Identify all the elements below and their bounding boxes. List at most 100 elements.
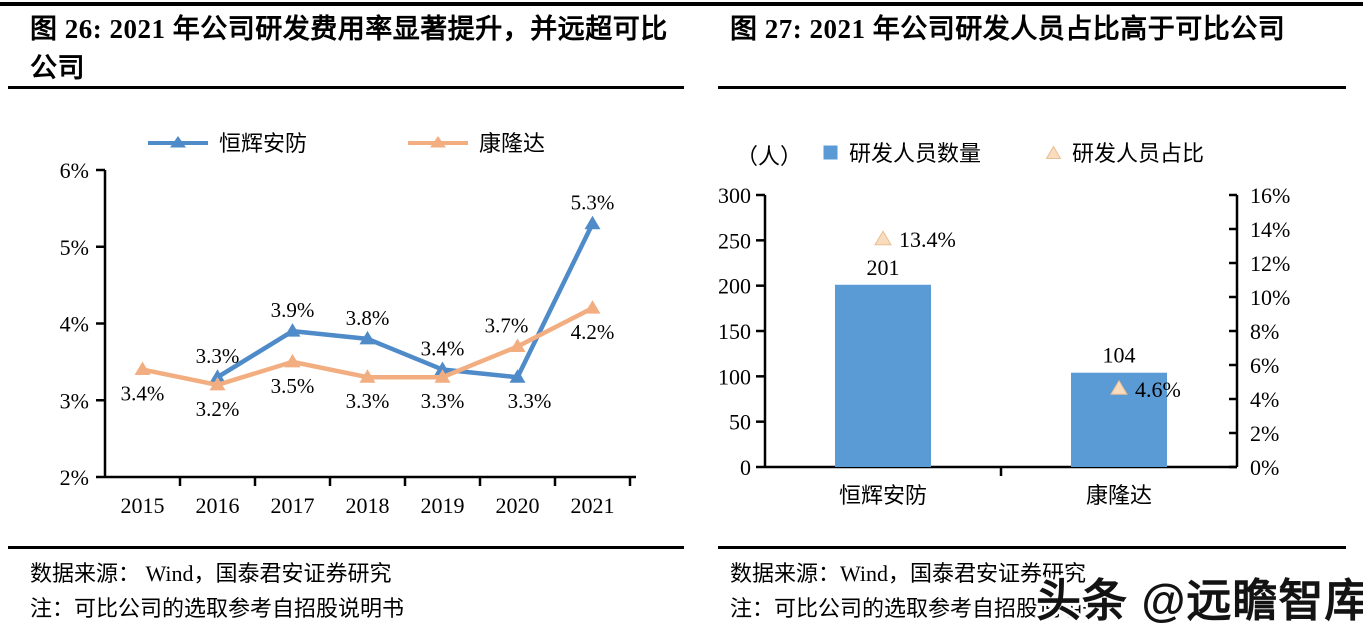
line-chart-legend: 恒辉安防 康隆达	[8, 126, 684, 158]
pct-value-label: 13.4%	[899, 227, 956, 252]
line-series	[209, 215, 601, 383]
svg-text:250: 250	[718, 228, 751, 253]
svg-text:8%: 8%	[1250, 319, 1279, 344]
svg-text:14%: 14%	[1250, 217, 1290, 242]
svg-text:0: 0	[740, 455, 751, 480]
svg-text:3.2%: 3.2%	[196, 397, 240, 421]
triangle-marker	[874, 230, 892, 246]
svg-text:3.8%: 3.8%	[346, 306, 390, 330]
pct-value-label: 4.6%	[1135, 377, 1181, 402]
svg-text:3.3%: 3.3%	[346, 389, 390, 413]
y-axis-labels: 2% 3% 4% 5% 6%	[60, 158, 89, 490]
triangle-marker	[209, 369, 226, 383]
pct-marker-series: 13.4% 4.6%	[874, 227, 1181, 402]
svg-text:4%: 4%	[1250, 387, 1279, 412]
triangle-marker	[134, 361, 151, 376]
svg-text:6%: 6%	[60, 158, 89, 183]
svg-text:2019: 2019	[421, 493, 465, 518]
svg-text:6%: 6%	[1250, 353, 1279, 378]
rd-personnel-bar-chart: 0 50 100 150 200 250 300 0% 2% 4% 6% 8% 10% 12% 14% 16%…	[718, 183, 1290, 508]
legend-triangle-icon	[1045, 145, 1062, 159]
rd-expense-rate-line-chart: 2% 3% 4% 5% 6% 2015 2016 2017 2018 2019 2020 2021 3.…	[60, 158, 636, 518]
data-labels: 3.4% 3.2% 3.5% 3.3% 3.3% 3.7% 4.2%	[121, 314, 615, 421]
svg-text:100: 100	[718, 364, 751, 389]
svg-text:3.3%: 3.3%	[196, 344, 240, 368]
svg-text:2%: 2%	[60, 465, 89, 490]
left-axis-labels: 0 50 100 150 200 250 300	[718, 183, 751, 480]
triangle-marker	[509, 338, 526, 353]
top-border-line	[0, 2, 1363, 6]
svg-text:50: 50	[729, 410, 751, 435]
figure-27-source-divider	[718, 546, 1346, 549]
svg-text:3.4%: 3.4%	[421, 337, 465, 361]
svg-text:10%: 10%	[1250, 285, 1290, 310]
legend-label: 恒辉安防	[218, 131, 307, 156]
bar-series: 201 104	[835, 255, 1167, 467]
svg-text:3.7%: 3.7%	[485, 314, 529, 338]
bar-value-label: 201	[867, 255, 900, 280]
figure-27-title: 图 27: 2021 年公司研发人员占比高于可比公司	[730, 14, 1286, 44]
legend-item: 研发人员占比	[1045, 136, 1204, 168]
figure-26-note: 注：可比公司的选取参考自招股说明书	[30, 596, 405, 621]
x-axis-labels: 2015 2016 2017 2018 2019 2020 2021	[121, 493, 615, 518]
triangle-marker	[434, 369, 451, 383]
figure-27-note: 注：可比公司的选取参考自招股说明书	[730, 596, 1105, 621]
legend-item: 康隆达	[407, 126, 545, 158]
bar-value-label: 104	[1103, 343, 1136, 368]
svg-text:12%: 12%	[1250, 251, 1290, 276]
figure-27-panel: 图 27: 2021 年公司研发人员占比高于可比公司 （人） 研发人员数量 研发…	[718, 0, 1346, 641]
svg-text:3.9%: 3.9%	[271, 298, 315, 322]
legend-line-marker-icon	[408, 135, 468, 147]
figure-26-source-divider	[8, 546, 684, 549]
triangle-marker	[1110, 379, 1128, 395]
svg-text:4.2%: 4.2%	[571, 320, 615, 344]
axes	[96, 168, 636, 486]
legend-item: 恒辉安防	[147, 126, 307, 158]
svg-text:3.3%: 3.3%	[421, 389, 465, 413]
bar-chart-legend: 研发人员数量 研发人员占比	[822, 136, 1204, 168]
svg-text:3.3%: 3.3%	[508, 389, 552, 413]
svg-text:3%: 3%	[60, 388, 89, 413]
legend-item: 研发人员数量	[822, 136, 981, 168]
svg-text:康隆达: 康隆达	[1086, 483, 1152, 508]
figure-26-title: 图 26: 2021 年公司研发费用率显著提升，并远超可比公司	[30, 14, 668, 83]
svg-text:300: 300	[718, 183, 751, 208]
svg-text:2020: 2020	[496, 493, 540, 518]
svg-text:200: 200	[718, 274, 751, 299]
data-labels: 3.3% 3.9% 3.8% 3.4% 3.3% 5.3%	[196, 191, 615, 414]
left-axis-unit-label: （人）	[736, 144, 803, 169]
legend-line-marker-icon	[147, 135, 208, 147]
svg-text:2017: 2017	[271, 493, 315, 518]
triangle-marker	[359, 330, 376, 345]
legend-label: 研发人员数量	[849, 141, 982, 166]
svg-text:2016: 2016	[196, 493, 240, 518]
triangle-marker	[209, 376, 226, 391]
watermark-logo: 头条 @远瞻智库	[1036, 575, 1363, 626]
triangle-marker	[584, 300, 601, 314]
svg-text:3.5%: 3.5%	[271, 374, 315, 398]
svg-text:16%: 16%	[1250, 183, 1290, 208]
svg-text:恒辉安防: 恒辉安防	[839, 483, 927, 508]
svg-text:0%: 0%	[1250, 455, 1279, 480]
svg-text:2018: 2018	[346, 493, 390, 518]
triangle-marker	[434, 361, 451, 376]
svg-text:5.3%: 5.3%	[571, 191, 615, 215]
legend-label: 康隆达	[479, 131, 546, 156]
triangle-marker	[584, 215, 601, 230]
svg-text:150: 150	[718, 319, 751, 344]
figure-27-source: 数据来源：Wind，国泰君安证券研究	[730, 561, 1086, 586]
legend-label: 研发人员占比	[1072, 141, 1205, 166]
category-labels: 恒辉安防 康隆达	[839, 483, 1152, 508]
figure-26-source: 数据来源： Wind，国泰君安证券研究	[30, 561, 392, 586]
figure-27-title-underline	[718, 86, 1346, 89]
figure-26-title-underline	[8, 86, 684, 89]
triangle-marker	[284, 323, 301, 337]
svg-text:2%: 2%	[1250, 421, 1279, 446]
bar	[835, 284, 931, 467]
legend-square-icon	[823, 145, 838, 159]
svg-text:5%: 5%	[60, 235, 89, 260]
triangle-marker	[284, 353, 301, 368]
svg-text:3.4%: 3.4%	[121, 382, 165, 406]
svg-text:4%: 4%	[60, 312, 89, 337]
